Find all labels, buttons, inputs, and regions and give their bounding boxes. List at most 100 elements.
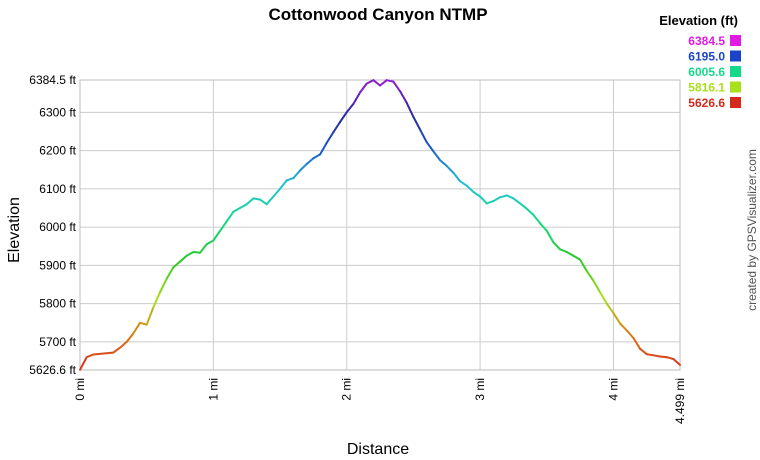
elevation-profile-line — [79, 79, 681, 371]
profile-segment-60 — [492, 196, 502, 203]
profile-segment-19 — [219, 220, 228, 232]
profile-segment-0 — [79, 356, 88, 371]
y-tick-label-3: 5900 ft — [39, 258, 76, 272]
profile-segment-51 — [432, 150, 442, 162]
profile-segment-18 — [212, 229, 221, 242]
profile-segment-87 — [672, 358, 681, 366]
x-tick-label-3: 3 mi — [473, 378, 487, 401]
profile-segment-50 — [425, 141, 435, 153]
legend-swatch-0 — [730, 35, 741, 46]
profile-segment-78 — [612, 312, 622, 325]
profile-segment-69 — [552, 241, 562, 251]
legend-value-1: 6195.0 — [688, 50, 725, 64]
profile-segment-75 — [592, 279, 602, 294]
legend-value-4: 5626.6 — [688, 96, 725, 110]
x-tick-label-5: 4.499 mi — [673, 378, 687, 424]
profile-segment-52 — [439, 159, 448, 167]
y-tick-label-7: 6300 ft — [39, 105, 76, 119]
profile-segment-85 — [659, 355, 668, 359]
profile-segment-71 — [565, 251, 575, 257]
profile-segment-13 — [179, 254, 188, 263]
profile-segment-62 — [505, 194, 515, 200]
profile-segment-44 — [385, 79, 395, 83]
profile-segment-61 — [499, 194, 508, 199]
profile-segment-37 — [339, 111, 348, 123]
profile-segment-42 — [372, 79, 382, 87]
profile-segment-81 — [632, 337, 642, 350]
profile-segment-47 — [405, 101, 415, 118]
profile-segment-76 — [599, 291, 608, 305]
profile-segment-24 — [252, 197, 261, 201]
profile-segment-1 — [85, 353, 95, 359]
profile-segment-83 — [645, 353, 655, 357]
profile-segment-43 — [379, 79, 388, 87]
profile-segment-14 — [185, 251, 195, 257]
legend-swatch-3 — [730, 81, 741, 93]
profile-segment-41 — [365, 79, 375, 85]
y-tick-label-0: 5626.6 ft — [29, 363, 76, 377]
profile-segment-10 — [159, 277, 168, 294]
profile-segment-56 — [465, 184, 475, 193]
profile-segment-40 — [359, 82, 368, 94]
legend-swatch-2 — [730, 66, 741, 77]
profile-segment-7 — [139, 321, 148, 326]
plot-frame — [79, 79, 681, 371]
y-tick-label-8: 6384.5 ft — [29, 73, 76, 87]
profile-segment-45 — [392, 80, 402, 93]
profile-segment-32 — [305, 157, 315, 165]
profile-segment-84 — [652, 354, 662, 358]
profile-segment-27 — [272, 187, 281, 198]
profile-segment-2 — [92, 351, 115, 356]
profile-segment-31 — [299, 163, 308, 172]
legend-swatch-4 — [730, 97, 741, 108]
legend-value-3: 5816.1 — [688, 81, 725, 95]
profile-segment-82 — [639, 347, 648, 356]
profile-segment-15 — [192, 251, 201, 254]
legend-value-0: 6384.5 — [688, 34, 725, 48]
profile-segment-59 — [485, 200, 495, 205]
profile-segment-67 — [539, 222, 548, 232]
profile-segment-35 — [325, 131, 335, 144]
profile-segment-46 — [399, 90, 408, 104]
profile-segment-20 — [225, 210, 235, 223]
profile-segment-33 — [312, 153, 322, 160]
y-tick-label-2: 5800 ft — [39, 297, 76, 311]
axis-ticks: 5626.6 ft 5700 ft 5800 ft 5900 ft 6000 ft 610… — [29, 73, 687, 424]
y-tick-label-5: 6100 ft — [39, 182, 76, 196]
y-tick-label-4: 6000 ft — [39, 220, 76, 234]
profile-segment-29 — [285, 177, 295, 182]
chart-title: Cottonwood Canyon NTMP — [268, 5, 487, 24]
profile-segment-30 — [292, 169, 301, 180]
profile-segment-86 — [665, 356, 675, 361]
profile-segment-77 — [605, 302, 615, 315]
legend-title: Elevation (ft) — [659, 13, 738, 28]
profile-segment-57 — [472, 190, 482, 198]
profile-segment-55 — [459, 180, 468, 187]
grid-layer — [79, 79, 681, 371]
profile-segment-74 — [585, 270, 595, 282]
profile-segment-34 — [319, 141, 328, 156]
legend-swatch-1 — [730, 50, 741, 62]
y-axis-title: Elevation — [6, 197, 23, 263]
x-tick-label-1: 1 mi — [206, 378, 220, 401]
profile-segment-49 — [419, 128, 428, 144]
profile-segment-5 — [125, 332, 135, 343]
profile-segment-22 — [239, 203, 248, 209]
profile-segment-58 — [479, 195, 488, 205]
profile-segment-8 — [145, 306, 155, 326]
profile-segment-26 — [265, 195, 275, 206]
x-tick-label-2: 2 mi — [340, 378, 354, 401]
legend-value-2: 6005.6 — [688, 65, 725, 79]
y-tick-label-6: 6200 ft — [39, 144, 76, 158]
credit-text: created by GPSVisualizer.com — [745, 149, 759, 311]
profile-segment-38 — [345, 102, 355, 114]
profile-segment-11 — [165, 266, 175, 280]
profile-segment-28 — [279, 179, 288, 190]
profile-segment-68 — [545, 229, 555, 244]
profile-segment-70 — [559, 248, 568, 253]
profile-segment-66 — [532, 213, 542, 225]
x-tick-label-0: 0 mi — [73, 378, 87, 401]
